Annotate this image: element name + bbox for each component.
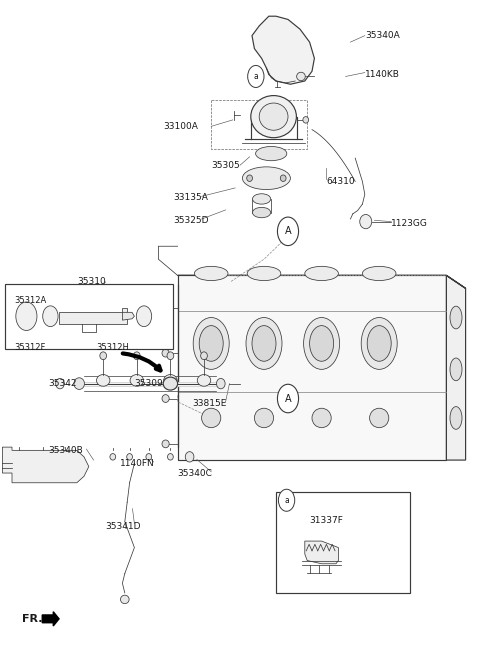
Ellipse shape: [247, 175, 252, 181]
Ellipse shape: [96, 375, 110, 386]
Text: 35310: 35310: [77, 277, 106, 286]
Ellipse shape: [163, 377, 178, 390]
Text: 1140KB: 1140KB: [365, 70, 400, 79]
Polygon shape: [305, 541, 338, 564]
Text: 1140FN: 1140FN: [120, 459, 155, 468]
Ellipse shape: [252, 207, 271, 218]
Ellipse shape: [202, 408, 221, 428]
Ellipse shape: [127, 454, 132, 460]
Text: a: a: [253, 72, 258, 81]
Ellipse shape: [193, 318, 229, 369]
Ellipse shape: [251, 95, 296, 138]
Ellipse shape: [450, 407, 462, 430]
Ellipse shape: [162, 395, 169, 402]
Ellipse shape: [197, 375, 211, 386]
Polygon shape: [2, 447, 89, 483]
Ellipse shape: [252, 326, 276, 362]
Ellipse shape: [216, 378, 225, 389]
Ellipse shape: [100, 352, 107, 360]
Text: A: A: [285, 226, 291, 237]
Polygon shape: [252, 16, 314, 84]
Text: 33135A: 33135A: [173, 193, 208, 202]
Polygon shape: [122, 312, 134, 320]
Ellipse shape: [280, 175, 286, 181]
Ellipse shape: [259, 103, 288, 130]
Ellipse shape: [247, 266, 281, 281]
Text: 35340C: 35340C: [178, 469, 213, 478]
Ellipse shape: [120, 595, 129, 604]
Text: 33815E: 33815E: [192, 399, 227, 408]
Ellipse shape: [370, 408, 389, 428]
Ellipse shape: [312, 408, 331, 428]
Ellipse shape: [133, 352, 140, 360]
Circle shape: [16, 302, 37, 330]
Ellipse shape: [164, 375, 177, 386]
Ellipse shape: [56, 378, 64, 389]
Bar: [276, 492, 410, 593]
Text: 35340B: 35340B: [48, 446, 83, 455]
Circle shape: [248, 65, 264, 87]
Circle shape: [277, 384, 299, 413]
Text: FR.: FR.: [22, 614, 42, 624]
Ellipse shape: [242, 167, 290, 189]
Text: 35325D: 35325D: [173, 216, 208, 225]
Ellipse shape: [110, 454, 116, 460]
Ellipse shape: [367, 326, 391, 362]
Text: 31337F: 31337F: [310, 516, 344, 525]
Ellipse shape: [362, 266, 396, 281]
Bar: [5, 284, 173, 349]
Ellipse shape: [194, 266, 228, 281]
Circle shape: [136, 306, 152, 327]
Text: A: A: [285, 393, 291, 404]
Ellipse shape: [361, 318, 397, 369]
Ellipse shape: [246, 318, 282, 369]
FancyArrow shape: [42, 612, 59, 626]
Ellipse shape: [162, 349, 169, 357]
Ellipse shape: [297, 72, 305, 80]
Ellipse shape: [199, 326, 223, 362]
Text: 1123GG: 1123GG: [391, 219, 428, 228]
Text: 33100A: 33100A: [163, 122, 198, 131]
Text: 35312A: 35312A: [14, 295, 47, 305]
Circle shape: [278, 489, 295, 511]
Polygon shape: [178, 275, 446, 460]
Ellipse shape: [146, 454, 152, 460]
Text: a: a: [284, 496, 289, 505]
Ellipse shape: [305, 266, 338, 281]
Ellipse shape: [168, 454, 173, 460]
Circle shape: [43, 306, 58, 327]
Ellipse shape: [74, 378, 84, 389]
Ellipse shape: [303, 117, 309, 123]
Text: 35312H: 35312H: [96, 343, 129, 353]
Ellipse shape: [310, 326, 334, 362]
Ellipse shape: [162, 304, 169, 312]
Text: 35342: 35342: [48, 379, 76, 388]
Text: 64310: 64310: [326, 177, 355, 186]
Ellipse shape: [450, 358, 462, 381]
Text: 35341D: 35341D: [106, 522, 141, 531]
Polygon shape: [446, 275, 466, 460]
Ellipse shape: [255, 146, 287, 161]
Ellipse shape: [201, 352, 207, 360]
FancyArrowPatch shape: [123, 353, 160, 371]
Ellipse shape: [254, 408, 274, 428]
Ellipse shape: [167, 352, 174, 360]
Polygon shape: [59, 308, 127, 324]
Ellipse shape: [360, 214, 372, 229]
Ellipse shape: [185, 452, 194, 462]
Ellipse shape: [162, 440, 169, 448]
Ellipse shape: [130, 375, 144, 386]
Text: 35309: 35309: [134, 379, 163, 388]
Ellipse shape: [252, 194, 271, 204]
Ellipse shape: [450, 307, 462, 329]
Text: 35340A: 35340A: [365, 31, 399, 40]
Text: 35305: 35305: [211, 161, 240, 170]
Polygon shape: [178, 275, 466, 288]
Circle shape: [277, 217, 299, 246]
Text: 35312F: 35312F: [14, 343, 46, 353]
Ellipse shape: [304, 318, 340, 369]
